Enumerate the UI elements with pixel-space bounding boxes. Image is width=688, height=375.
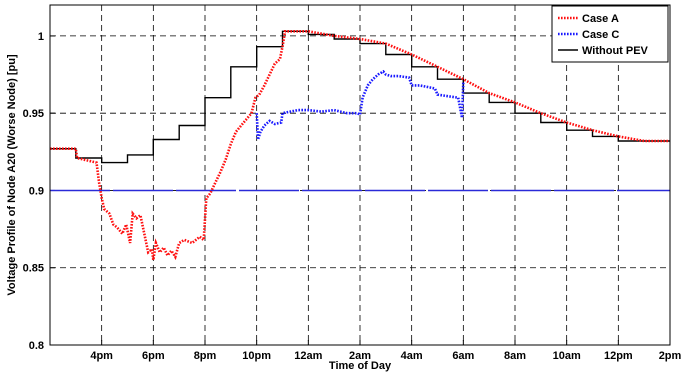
x-tick-label: 10am — [553, 350, 581, 362]
y-tick-label: 0.9 — [29, 185, 44, 197]
y-axis-label: Voltage Profile of Node A20 (Worse Node)… — [6, 54, 18, 296]
series-layer — [50, 29, 670, 261]
x-tick-label: 12am — [294, 350, 322, 362]
x-tick-label: 8pm — [194, 350, 217, 362]
x-tick-label: 4pm — [90, 350, 113, 362]
y-tick-label: 0.85 — [23, 263, 44, 275]
y-tick-labels: 0.8 0.85 0.9 0.95 1 — [23, 31, 44, 352]
legend-label-without-pev: Without PEV — [582, 45, 649, 57]
x-tick-label: 8am — [504, 350, 526, 362]
y-tick-label: 0.8 — [29, 340, 44, 352]
series-line-case-c — [255, 69, 465, 140]
x-tick-label: 4am — [401, 350, 423, 362]
x-tick-labels: 4pm 6pm 8pm 10pm 12am 2am 4am 6am 8am 10am 12pm 2pm — [90, 350, 681, 362]
legend-label-case-c: Case C — [582, 29, 619, 41]
x-tick-label: 12pm — [604, 350, 633, 362]
x-tick-label: 6pm — [142, 350, 165, 362]
x-tick-label: 2am — [349, 350, 371, 362]
x-tick-label: 2pm — [659, 350, 682, 362]
y-tick-label: 0.95 — [23, 108, 44, 120]
x-axis-label: Time of Day — [329, 360, 392, 372]
plot-frame — [49, 4, 671, 346]
legend: Case A Case C Without PEV — [551, 5, 669, 63]
series-line-case-a — [50, 29, 670, 261]
y-tick-label: 1 — [38, 31, 44, 43]
x-tick-label: 10pm — [242, 350, 271, 362]
legend-label-case-a: Case A — [582, 13, 619, 25]
x-tick-label: 6am — [452, 350, 474, 362]
